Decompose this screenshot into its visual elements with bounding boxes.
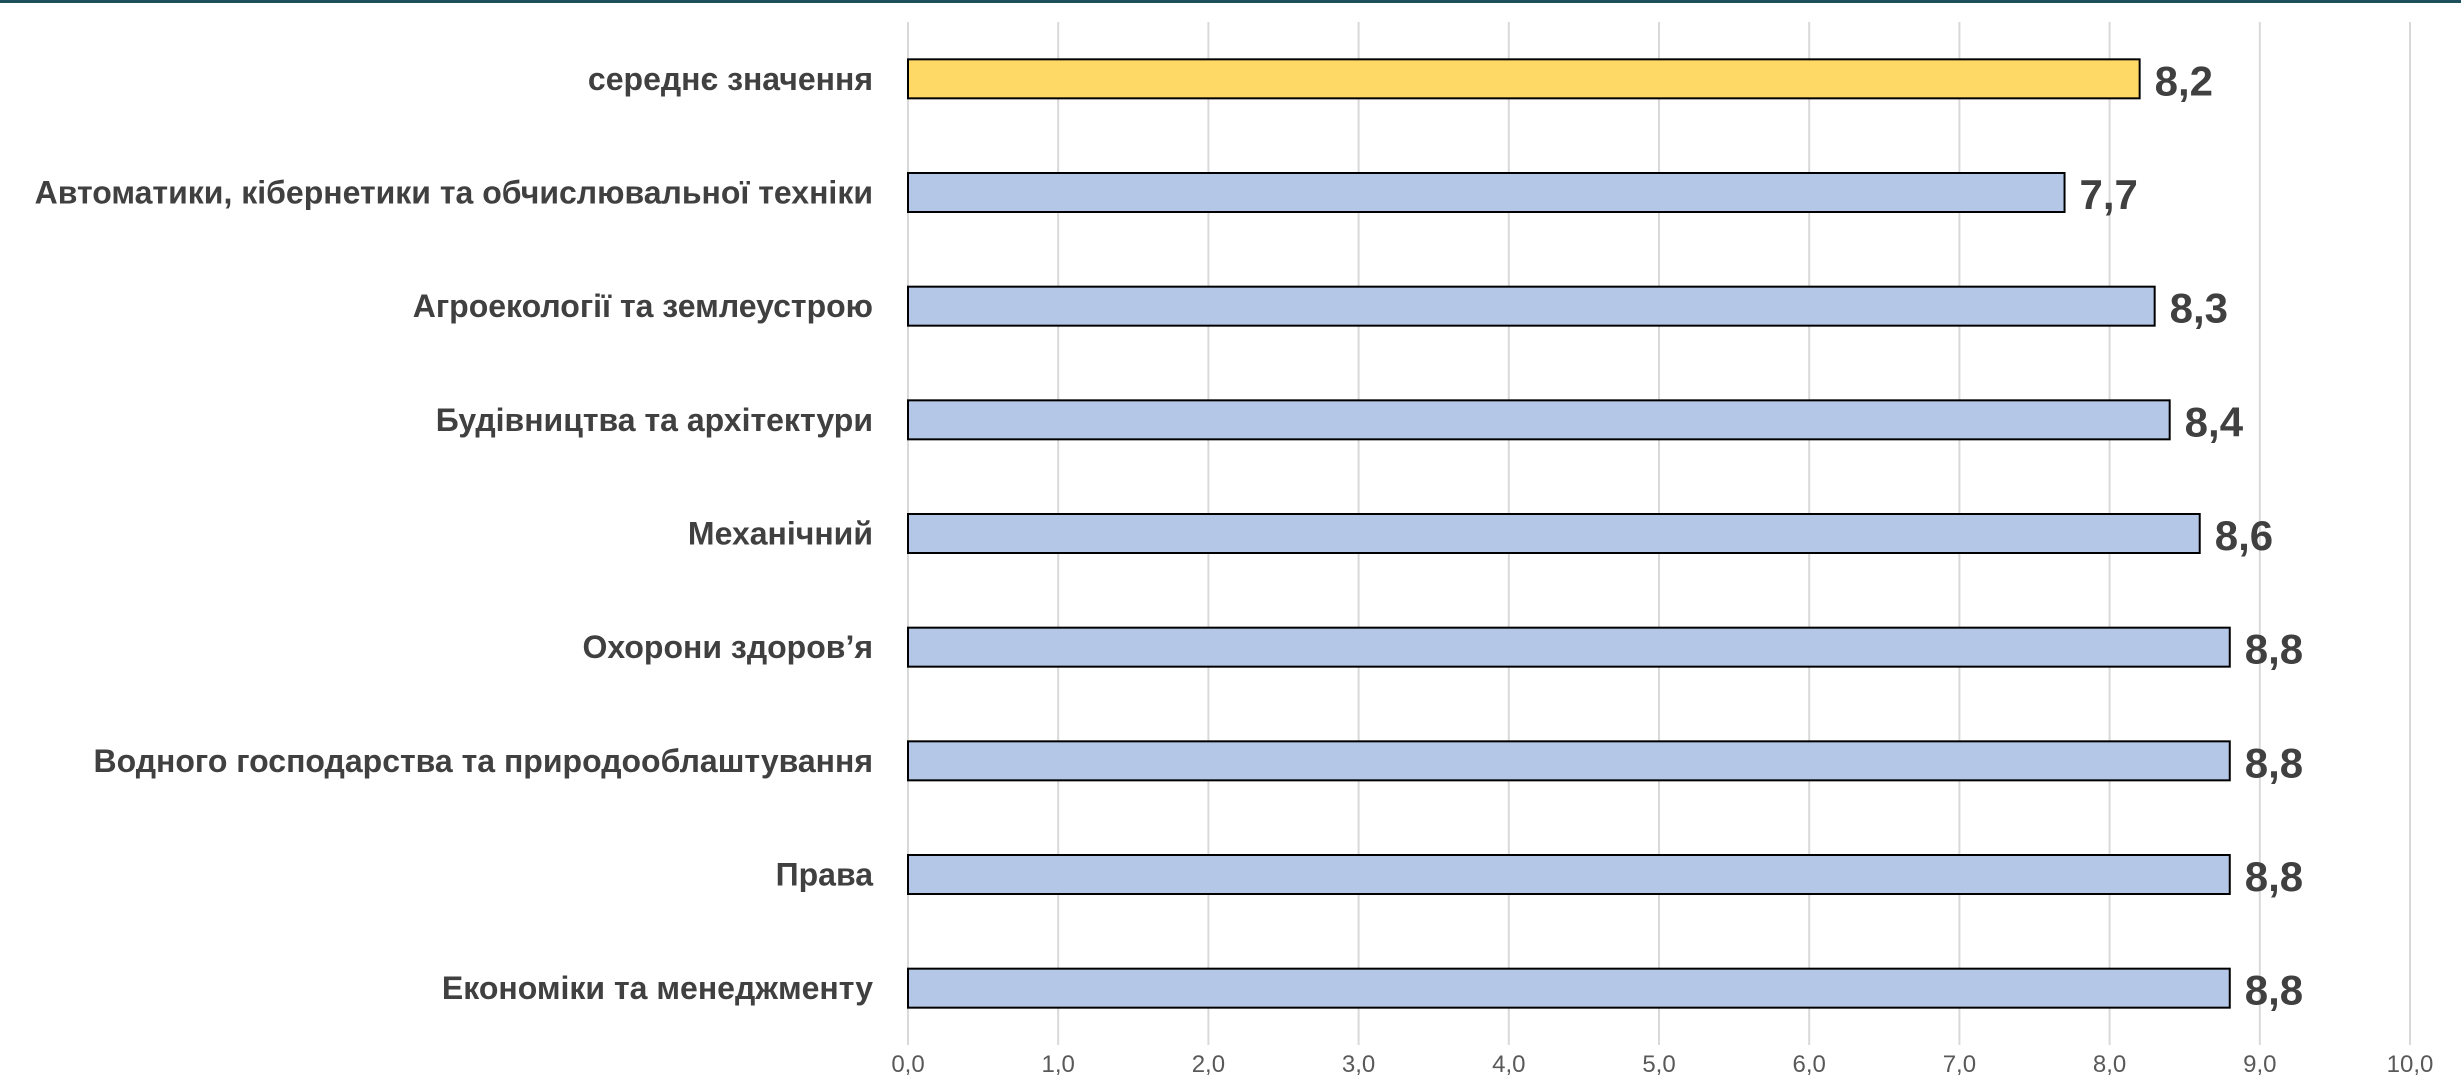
- bar: [907, 513, 2201, 554]
- bar: [907, 854, 2231, 895]
- data-label: 7,7: [2080, 171, 2138, 218]
- bar: [907, 172, 2066, 213]
- bar: [907, 740, 2231, 782]
- bar: [907, 626, 2231, 668]
- x-tick-label: 5,0: [1642, 1051, 1675, 1078]
- category-label: середнє значення: [588, 61, 873, 97]
- x-tick-label: 7,0: [1943, 1051, 1976, 1078]
- bar: [907, 399, 2171, 441]
- data-label: 8,8: [2245, 853, 2303, 900]
- x-tick-label: 1,0: [1042, 1051, 1075, 1078]
- data-label: 8,2: [2155, 57, 2213, 104]
- category-label: Економіки та менеджменту: [442, 970, 873, 1006]
- top-accent-bar: [0, 0, 2461, 3]
- data-label: 8,4: [2185, 398, 2244, 445]
- bar-average: [907, 58, 2141, 100]
- x-tick-label: 4,0: [1492, 1051, 1525, 1078]
- data-label: 8,6: [2215, 512, 2273, 559]
- x-tick-label: 10,0: [2387, 1051, 2434, 1078]
- x-tick-label: 8,0: [2093, 1051, 2126, 1078]
- bar: [907, 285, 2156, 327]
- data-label: 8,8: [2245, 626, 2303, 673]
- category-label: Охорони здоров’я: [582, 629, 873, 665]
- bar: [907, 967, 2231, 1009]
- category-labels: середнє значення Автоматики, кібернетики …: [35, 61, 874, 1006]
- category-label: Механічний: [688, 516, 873, 552]
- category-label: Права: [776, 857, 874, 893]
- x-tick-label: 6,0: [1793, 1051, 1826, 1078]
- x-tick-label: 0,0: [891, 1051, 924, 1078]
- category-label: Автоматики, кібернетики та обчислювально…: [35, 175, 873, 211]
- category-label: Будівництва та архітектури: [436, 402, 873, 438]
- bars: [907, 58, 2231, 1009]
- value-labels: 8,2 7,7 8,3 8,4 8,6 8,8 8,8 8,8 8,8: [2080, 57, 2304, 1013]
- category-label: Водного господарства та природооблаштува…: [94, 743, 874, 779]
- x-tick-label: 2,0: [1192, 1051, 1225, 1078]
- x-tick-label: 3,0: [1342, 1051, 1375, 1078]
- data-label: 8,8: [2245, 739, 2303, 786]
- data-label: 8,8: [2245, 967, 2303, 1014]
- x-axis-ticks: 0,0 1,0 2,0 3,0 4,0 5,0 6,0 7,0 8,0 9,0 10,0: [891, 1051, 2433, 1078]
- category-label: Агроекології та землеустрою: [413, 288, 873, 324]
- data-label: 8,3: [2170, 285, 2228, 332]
- x-tick-label: 9,0: [2243, 1051, 2276, 1078]
